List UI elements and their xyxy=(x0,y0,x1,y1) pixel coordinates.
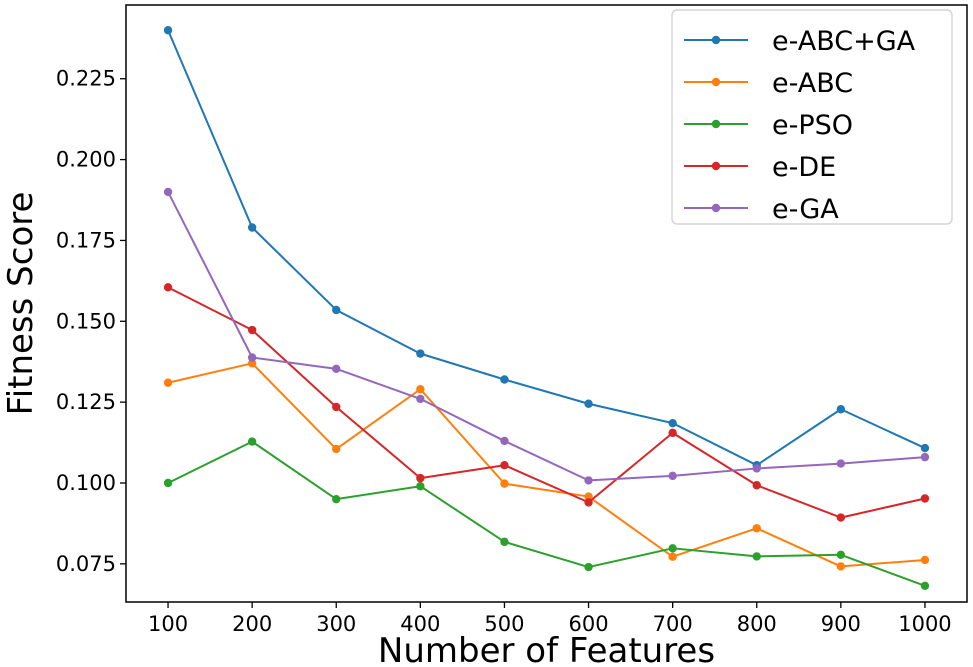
series-line-e-pso xyxy=(167,440,926,587)
data-point-e-de xyxy=(247,325,257,335)
data-point-e-de xyxy=(163,283,173,292)
x-tick-label: 600 xyxy=(569,612,609,636)
legend-label: e-PSO xyxy=(772,110,853,141)
x-axis-title: Number of Features xyxy=(378,631,715,667)
data-point-e-abc xyxy=(416,385,425,394)
series-line-e-de xyxy=(167,286,926,519)
x-tick-label: 200 xyxy=(232,612,272,636)
data-point-e-ga xyxy=(836,459,846,468)
data-point-e-pso xyxy=(416,482,425,491)
data-point-e-ga xyxy=(416,394,425,404)
x-tick-label: 100 xyxy=(148,612,188,636)
data-point-e-abc-ga xyxy=(668,418,677,428)
data-point-e-pso xyxy=(332,494,341,504)
data-point-e-ga xyxy=(247,353,257,362)
data-point-e-de xyxy=(668,428,677,438)
y-tick-label: 0.125 xyxy=(56,390,116,414)
series-e-de xyxy=(163,283,930,522)
data-point-e-pso xyxy=(584,562,593,572)
series-e-ga xyxy=(163,187,930,485)
x-tick-label: 900 xyxy=(821,612,861,636)
data-point-e-de xyxy=(920,494,930,503)
legend-marker xyxy=(711,161,721,171)
legend-marker xyxy=(711,77,721,87)
x-tick-label: 800 xyxy=(737,612,777,636)
data-point-e-abc-ga xyxy=(163,26,173,35)
data-point-e-ga xyxy=(752,464,761,473)
data-point-e-pso xyxy=(920,581,930,591)
legend-marker xyxy=(711,203,721,213)
legend-label: e-DE xyxy=(772,152,836,183)
x-axis: 100 200 300 400 500 600 700 800 900 1000 xyxy=(148,602,952,636)
y-tick-label: 0.225 xyxy=(56,67,116,91)
data-point-e-de xyxy=(584,498,593,507)
data-point-e-abc-ga xyxy=(247,223,257,232)
data-point-e-pso xyxy=(247,437,257,446)
data-point-e-de xyxy=(836,513,846,522)
y-axis: 0.075 0.100 0.125 0.150 0.175 0.200 0.225 xyxy=(56,67,126,576)
legend-marker xyxy=(711,35,721,45)
data-point-e-abc xyxy=(247,359,257,368)
data-point-e-ga xyxy=(163,187,173,197)
y-tick-label: 0.150 xyxy=(56,309,116,333)
data-point-e-abc xyxy=(584,492,593,501)
data-point-e-pso xyxy=(752,552,761,561)
data-point-e-abc xyxy=(752,524,761,533)
y-tick-label: 0.175 xyxy=(56,228,116,252)
data-point-e-de xyxy=(752,481,761,490)
series-e-abc xyxy=(163,359,930,571)
legend-item-e-abc: e-ABC xyxy=(684,68,853,99)
data-point-e-pso xyxy=(836,550,846,559)
data-point-e-ga xyxy=(332,364,341,374)
series-line-e-abc-ga xyxy=(167,29,926,467)
data-point-e-abc-ga xyxy=(500,375,509,384)
series-line-e-ga xyxy=(167,191,926,482)
data-point-e-pso xyxy=(668,544,677,553)
data-point-e-de xyxy=(500,461,509,470)
data-point-e-abc-ga xyxy=(920,443,930,453)
y-tick-label: 0.100 xyxy=(56,471,116,495)
x-tick-label: 500 xyxy=(484,612,524,636)
data-point-e-abc xyxy=(332,444,341,454)
data-point-e-abc xyxy=(163,378,173,387)
legend-label: e-ABC xyxy=(772,68,853,99)
data-point-e-abc-ga xyxy=(332,305,341,315)
data-point-e-abc xyxy=(668,552,677,561)
series-layer xyxy=(163,26,930,591)
data-point-e-pso xyxy=(163,478,173,488)
y-tick-label: 0.075 xyxy=(56,552,116,576)
x-tick-label: 400 xyxy=(400,612,440,636)
data-point-e-pso xyxy=(500,537,509,547)
legend-item-e-de: e-DE xyxy=(684,152,836,183)
data-point-e-abc-ga xyxy=(584,399,593,408)
data-point-e-abc-ga xyxy=(836,405,846,414)
data-point-e-de xyxy=(416,473,425,483)
data-point-e-ga xyxy=(920,452,930,462)
legend-item-e-pso: e-PSO xyxy=(684,110,853,141)
y-axis-title: Fitness Score xyxy=(1,192,41,416)
legend-item-e-abc-ga: e-ABC+GA xyxy=(684,26,916,57)
x-tick-label: 700 xyxy=(653,612,693,636)
legend: e-ABC+GA e-ABC e-PSO e-DE e-GA xyxy=(671,9,953,225)
data-point-e-abc xyxy=(500,479,509,488)
series-e-pso xyxy=(163,437,930,591)
legend-label: e-ABC+GA xyxy=(772,26,916,57)
series-line-e-abc xyxy=(167,362,926,568)
legend-frame xyxy=(671,9,953,225)
data-point-e-abc-ga xyxy=(416,349,425,358)
data-point-e-abc xyxy=(920,555,930,565)
plot-frame xyxy=(125,4,968,603)
y-tick-label: 0.200 xyxy=(56,148,116,172)
legend-item-e-ga: e-GA xyxy=(684,194,839,225)
x-tick-label: 300 xyxy=(316,612,356,636)
data-point-e-ga xyxy=(500,436,509,446)
data-point-e-abc xyxy=(836,562,846,571)
data-point-e-ga xyxy=(584,476,593,485)
legend-label: e-GA xyxy=(772,194,839,225)
legend-marker xyxy=(711,119,721,129)
data-point-e-ga xyxy=(668,471,677,481)
data-point-e-de xyxy=(332,402,341,412)
x-tick-label: 1000 xyxy=(898,612,951,636)
